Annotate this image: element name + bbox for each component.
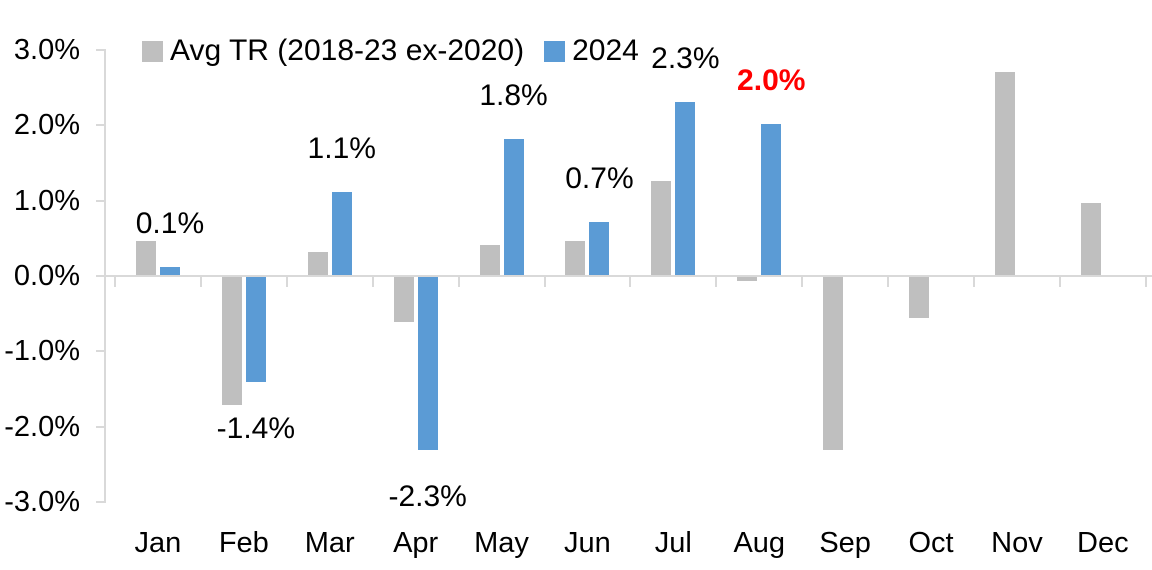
x-axis-tick bbox=[973, 277, 975, 287]
bar-avg-tr-apr bbox=[393, 277, 414, 323]
x-axis-tick bbox=[543, 277, 546, 287]
legend: Avg TR (2018-23 ex-2020) 2024 bbox=[142, 30, 639, 72]
bar-avg-tr-jul bbox=[651, 180, 672, 275]
x-axis-label-may: May bbox=[474, 527, 529, 559]
bar-avg-tr-feb bbox=[221, 277, 242, 405]
y-axis-tick bbox=[96, 49, 106, 52]
bar-2024-may bbox=[503, 139, 524, 275]
bar-avg-tr-aug bbox=[737, 277, 758, 281]
bar-2024-jan bbox=[159, 267, 180, 275]
x-axis-tick bbox=[629, 277, 632, 287]
x-axis-tick bbox=[1144, 277, 1147, 287]
y-axis-tick-label: 2.0% bbox=[13, 109, 80, 142]
x-axis-tick bbox=[114, 277, 116, 287]
y-axis-tick-label: 1.0% bbox=[13, 184, 80, 217]
y-axis-tick bbox=[96, 124, 106, 127]
y-axis-tick-label: 3.0% bbox=[13, 34, 80, 67]
x-axis-tick bbox=[801, 277, 804, 287]
bar-avg-tr-jun bbox=[565, 241, 586, 275]
bar-2024-mar bbox=[331, 192, 352, 275]
legend-swatch-2024-icon bbox=[544, 40, 566, 62]
bar-avg-tr-may bbox=[479, 244, 500, 275]
x-axis-label-jul: Jul bbox=[654, 527, 692, 559]
bar-avg-tr-dec bbox=[1080, 203, 1101, 275]
bar-2024-feb bbox=[245, 277, 266, 383]
y-axis-tick-label: -1.0% bbox=[4, 335, 80, 368]
x-axis-tick bbox=[371, 277, 374, 287]
x-axis-tick bbox=[457, 277, 460, 287]
data-label-aug: 2.0% bbox=[737, 64, 806, 98]
legend-label-2024: 2024 bbox=[572, 34, 639, 67]
x-axis-label-feb: Feb bbox=[218, 527, 269, 559]
x-axis-tick bbox=[887, 277, 890, 287]
x-axis-zero-line bbox=[104, 275, 1152, 277]
legend-item-avg-tr: Avg TR (2018-23 ex-2020) bbox=[142, 34, 524, 68]
data-label-jul: 2.3% bbox=[651, 41, 720, 75]
data-label-may: 1.8% bbox=[479, 79, 548, 113]
y-axis-tick bbox=[96, 275, 106, 277]
y-axis-tick bbox=[96, 500, 106, 503]
x-axis-tick bbox=[715, 277, 718, 287]
x-axis-label-oct: Oct bbox=[908, 527, 954, 559]
bar-2024-apr bbox=[417, 277, 438, 451]
bar-2024-jun bbox=[589, 222, 610, 275]
bar-avg-tr-jan bbox=[135, 241, 156, 275]
y-axis-tick-label: -3.0% bbox=[4, 485, 80, 518]
data-label-apr: -2.3% bbox=[388, 480, 467, 514]
bar-2024-jul bbox=[675, 101, 696, 275]
x-axis-label-mar: Mar bbox=[304, 527, 355, 559]
x-axis-label-dec: Dec bbox=[1077, 527, 1129, 559]
data-label-jun: 0.7% bbox=[565, 162, 634, 196]
data-label-jan: 0.1% bbox=[135, 207, 205, 241]
y-axis-tick-label: 0.0% bbox=[13, 260, 80, 292]
bar-avg-tr-mar bbox=[307, 252, 328, 275]
y-axis-tick bbox=[96, 350, 106, 353]
y-axis-tick bbox=[96, 425, 106, 428]
x-axis-label-nov: Nov bbox=[991, 527, 1043, 559]
y-axis-tick-label: -2.0% bbox=[4, 410, 80, 443]
y-axis-tick bbox=[96, 199, 106, 202]
bar-avg-tr-nov bbox=[994, 71, 1015, 275]
x-axis-tick bbox=[1058, 277, 1061, 287]
legend-swatch-avg-tr-icon bbox=[142, 40, 163, 62]
legend-item-2024: 2024 bbox=[544, 34, 639, 68]
data-label-mar: 1.1% bbox=[307, 132, 376, 166]
legend-label-avg-tr: Avg TR (2018-23 ex-2020) bbox=[170, 34, 525, 67]
data-label-feb: -1.4% bbox=[216, 412, 296, 446]
x-axis-label-jan: Jan bbox=[134, 527, 182, 559]
x-axis-label-aug: Aug bbox=[733, 527, 786, 559]
x-axis-label-jun: Jun bbox=[564, 527, 611, 559]
x-axis-tick bbox=[199, 277, 202, 287]
x-axis-tick bbox=[285, 277, 288, 287]
x-axis-label-sep: Sep bbox=[819, 527, 871, 559]
x-axis-label-apr: Apr bbox=[393, 527, 439, 559]
bar-avg-tr-sep bbox=[823, 277, 844, 451]
bar-2024-aug bbox=[761, 124, 782, 275]
bar-avg-tr-oct bbox=[909, 277, 930, 319]
